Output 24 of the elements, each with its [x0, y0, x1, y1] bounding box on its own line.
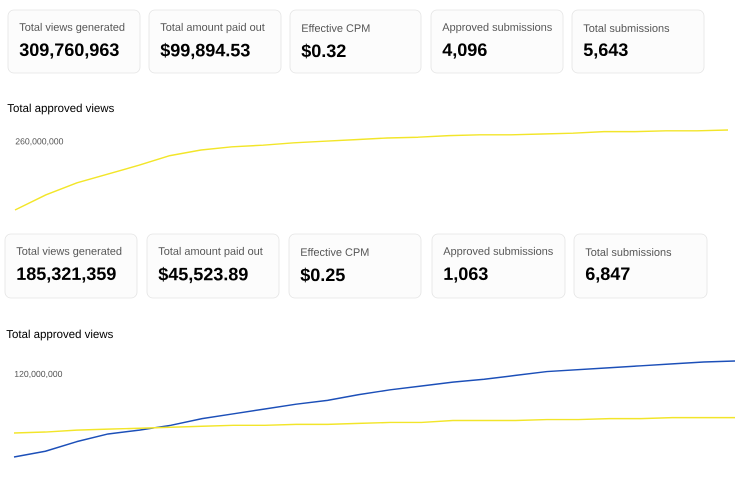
- chart-title: Total approved views: [6, 330, 113, 340]
- text: Total submissions: [584, 24, 670, 32]
- text: Effective CPM: [302, 24, 370, 32]
- text: $0.25: [300, 268, 345, 282]
- text: Total amount paid out: [158, 246, 263, 258]
- text: Total submissions: [586, 248, 672, 256]
- text: Effective CPM: [301, 248, 368, 256]
- text: 185,321,359: [17, 267, 116, 283]
- text: Total amount paid out: [160, 22, 265, 34]
- text: 5,643: [584, 43, 628, 59]
- annotation: 260,000,000: [16, 138, 64, 146]
- text: $45,523.89: [158, 266, 248, 284]
- text: Total views generated: [16, 246, 122, 258]
- text: 309,760,963: [20, 43, 119, 59]
- annotation: 120,000,000: [14, 370, 62, 378]
- text: 6,847: [586, 267, 630, 283]
- text: 4,096: [442, 43, 487, 59]
- text: $99,894.53: [160, 42, 250, 60]
- chart-title: Total approved views: [8, 104, 114, 114]
- text: Approved submissions: [443, 246, 553, 258]
- text: $0.32: [302, 44, 346, 58]
- text: Total views generated: [20, 22, 124, 34]
- text: 1,063: [444, 267, 488, 283]
- text: Approved submissions: [442, 22, 552, 34]
